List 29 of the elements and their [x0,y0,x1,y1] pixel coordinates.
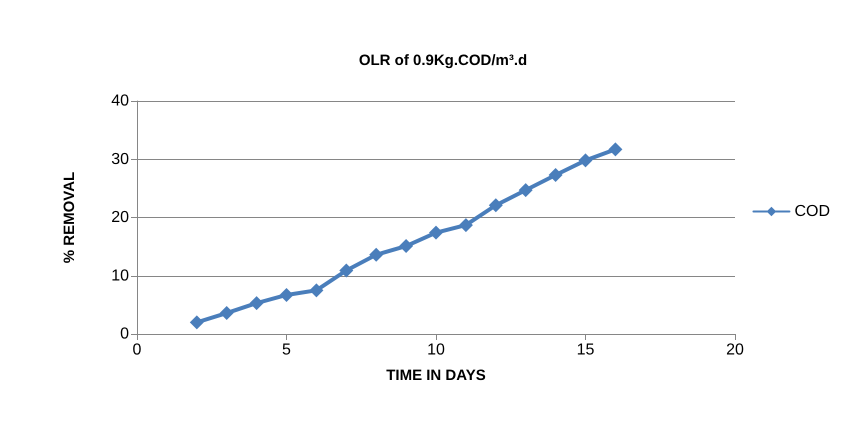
point [548,168,563,182]
point [488,198,503,212]
y-tick-label: 40 [111,92,130,110]
x-tick-label: 5 [282,342,292,358]
point [280,288,294,302]
point [369,248,384,262]
y-tick-label: 30 [111,150,130,168]
y-tick-label: 0 [120,326,130,342]
x-axis-title: TIME IN DAYS [386,367,486,384]
y-axis-title: % REMOVAL [61,172,78,264]
point [458,218,473,232]
point [399,239,414,254]
legend-label: COD [794,203,830,220]
point [220,306,234,320]
x-tick-label: 0 [132,342,142,358]
x-tick-label: 15 [576,342,594,358]
point [578,153,592,168]
point [190,315,204,330]
point [339,264,354,278]
x-tick-label: 10 [427,342,445,358]
x-tick-label: 20 [726,342,744,358]
point [429,226,443,240]
point [518,183,533,198]
point [309,283,324,298]
chart-title: OLR of 0.9Kg.COD/m³.d [358,52,528,69]
y-tick-label: 10 [111,267,130,284]
point [250,296,264,310]
y-tick-label: 20 [111,209,130,226]
point [608,142,622,156]
